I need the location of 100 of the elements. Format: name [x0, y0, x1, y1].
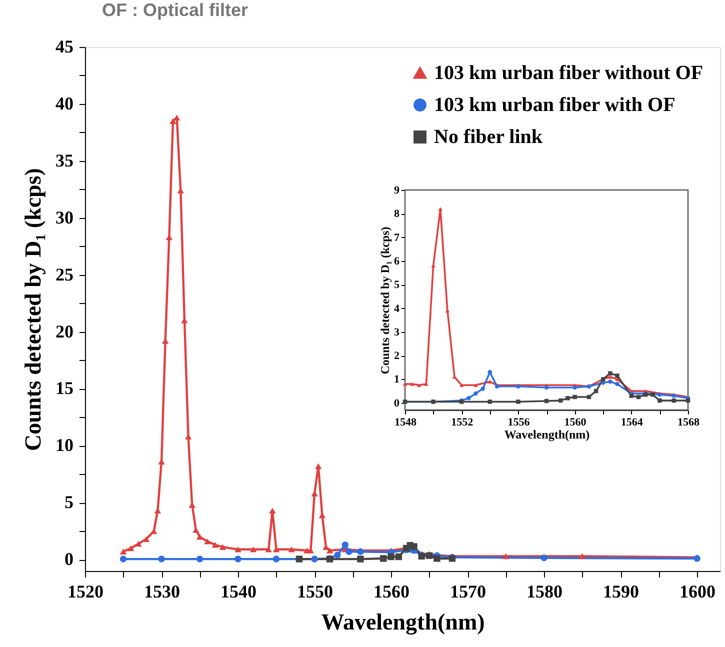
point — [357, 556, 364, 562]
point — [346, 548, 352, 555]
point — [196, 556, 204, 562]
x-tick-label: 1548 — [394, 416, 417, 428]
point — [170, 118, 176, 124]
point — [438, 207, 442, 211]
point — [488, 400, 492, 404]
y-tick-label: 6 — [394, 255, 400, 268]
x-tick-label: 1568 — [678, 416, 700, 428]
x-tick-label: 1520 — [68, 582, 104, 602]
point — [459, 383, 464, 387]
point — [311, 490, 318, 496]
point — [672, 398, 676, 403]
point — [272, 556, 280, 562]
point — [120, 556, 127, 562]
point — [288, 546, 295, 552]
x-tick-label: 1550 — [297, 582, 334, 602]
x-axis-title: Wavelength(nm) — [321, 610, 485, 636]
x-tick-label: 1560 — [374, 582, 410, 602]
point — [326, 548, 334, 554]
y-tick-label: 3 — [394, 326, 400, 338]
chart-title: OF : Optical filter — [102, 0, 248, 20]
point — [142, 536, 150, 542]
point — [480, 386, 485, 391]
point — [296, 556, 303, 562]
point — [135, 540, 142, 547]
x-tick-label: 1580 — [526, 582, 563, 602]
y-tick-label: 40 — [56, 93, 74, 114]
point — [474, 391, 478, 396]
x-tick-label: 1556 — [508, 416, 530, 428]
point — [314, 463, 322, 470]
point — [250, 546, 257, 552]
y-tick-label: 4 — [394, 302, 400, 315]
point — [558, 398, 563, 403]
point — [566, 396, 570, 400]
y-tick-label: 8 — [394, 208, 400, 220]
point — [516, 400, 520, 404]
point — [502, 553, 510, 560]
point — [608, 371, 612, 376]
point — [212, 542, 218, 548]
point — [311, 556, 318, 562]
legend-label: 103 km urban fiber with OF — [434, 94, 676, 116]
point — [615, 374, 620, 378]
point — [158, 556, 165, 562]
point — [395, 553, 402, 560]
point — [540, 554, 548, 562]
point — [128, 545, 134, 552]
point — [578, 553, 586, 560]
point — [417, 383, 422, 387]
point — [410, 382, 414, 386]
point — [234, 556, 242, 562]
point — [120, 548, 127, 555]
x-tick-label: 1590 — [603, 582, 640, 602]
point — [269, 508, 276, 514]
point — [192, 527, 200, 533]
y-tick-label: 10 — [56, 435, 74, 456]
point — [380, 555, 387, 562]
y-axis-title: Counts detected by D₁ (kcps) — [378, 226, 392, 374]
point — [572, 394, 577, 400]
point — [658, 398, 662, 403]
y-tick-label: 5 — [394, 279, 400, 292]
y-tick-label: 0 — [394, 397, 400, 410]
x-tick-label: 1552 — [451, 416, 474, 428]
point — [488, 370, 492, 374]
y-tick-label: 20 — [56, 321, 74, 342]
legend-label: 103 km urban fiber without OF — [434, 62, 704, 84]
point — [615, 382, 620, 386]
y-tick-label: 9 — [394, 184, 400, 196]
y-tick-label: 0 — [64, 549, 74, 570]
x-axis-title: Wavelength(nm) — [504, 428, 590, 442]
point — [334, 552, 341, 558]
point — [466, 396, 471, 400]
point — [629, 394, 634, 398]
y-tick-label: 15 — [56, 378, 74, 398]
point — [204, 538, 211, 544]
x-tick-label: 1540 — [220, 582, 257, 602]
y-tick-label: 1 — [394, 374, 400, 386]
y-axis-title: Counts detected by D₁ (kcps) — [20, 168, 46, 451]
y-tick-label: 35 — [56, 150, 74, 170]
y-tick-label: 5 — [64, 492, 74, 512]
point — [234, 546, 242, 552]
y-tick-label: 7 — [394, 232, 400, 244]
point — [434, 555, 440, 562]
x-tick-label: 1600 — [680, 582, 716, 602]
y-tick-label: 25 — [56, 264, 74, 284]
legend-label: No fiber link — [434, 126, 544, 148]
point — [608, 379, 612, 384]
y-tick-label: 30 — [56, 207, 74, 228]
point — [474, 383, 478, 387]
point — [544, 385, 549, 390]
point — [196, 534, 204, 540]
point — [402, 382, 408, 386]
y-tick-label: 2 — [394, 350, 400, 362]
point — [342, 541, 348, 548]
x-tick-label: 1570 — [450, 582, 486, 602]
point — [572, 385, 577, 390]
x-tick-label: 1564 — [620, 416, 644, 428]
x-tick-label: 1560 — [564, 416, 587, 428]
point — [388, 553, 394, 560]
point — [219, 544, 226, 550]
